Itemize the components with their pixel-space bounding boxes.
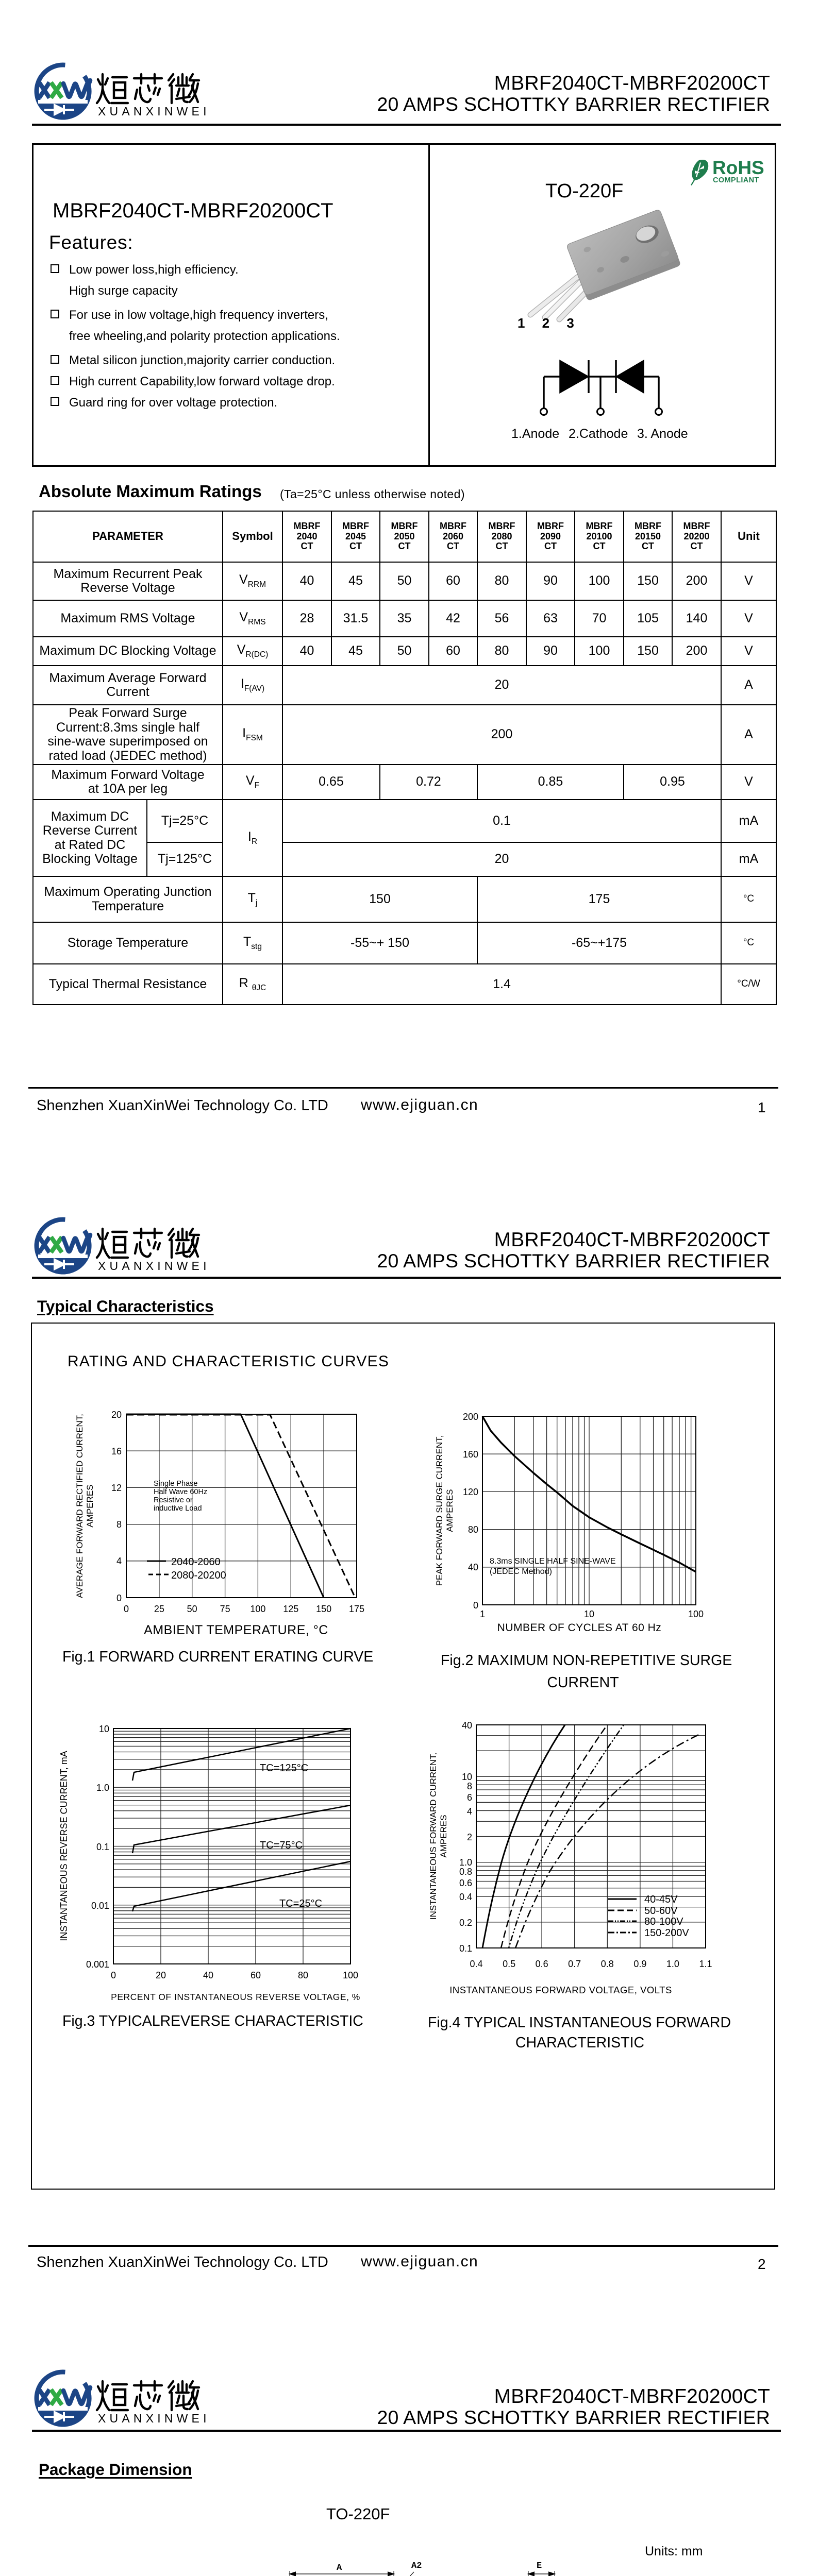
svg-text:0.6: 0.6 bbox=[459, 1878, 472, 1888]
svg-text:120: 120 bbox=[463, 1487, 478, 1497]
svg-text:80: 80 bbox=[298, 1970, 308, 1980]
svg-text:RoHS: RoHS bbox=[712, 157, 764, 178]
svg-text:40-45V: 40-45V bbox=[644, 1894, 678, 1905]
svg-text:16: 16 bbox=[111, 1446, 122, 1456]
svg-text:E: E bbox=[537, 2561, 542, 2571]
svg-text:PEAK FORWARD SURGE CURRENT,: PEAK FORWARD SURGE CURRENT, bbox=[435, 1435, 444, 1586]
svg-text:(JEDEC Method): (JEDEC Method) bbox=[490, 1567, 552, 1576]
svg-text:A2: A2 bbox=[411, 2561, 422, 2571]
svg-text:100: 100 bbox=[343, 1970, 358, 1980]
svg-text:0.2: 0.2 bbox=[459, 1918, 472, 1928]
svg-text:CURRENT: CURRENT bbox=[547, 1674, 619, 1691]
svg-text:20: 20 bbox=[111, 1410, 122, 1420]
svg-text:Half Wave 60Hz: Half Wave 60Hz bbox=[154, 1488, 207, 1496]
svg-text:40: 40 bbox=[203, 1970, 213, 1980]
svg-text:1.Anode: 1.Anode bbox=[511, 427, 559, 441]
svg-text:80-100V: 80-100V bbox=[644, 1916, 683, 1927]
svg-text:160: 160 bbox=[463, 1449, 478, 1460]
svg-text:60: 60 bbox=[251, 1970, 261, 1980]
svg-text:CHARACTERISTIC: CHARACTERISTIC bbox=[515, 2035, 644, 2051]
svg-text:0: 0 bbox=[111, 1970, 116, 1980]
svg-text:TC=125°C: TC=125°C bbox=[260, 1762, 308, 1774]
svg-text:0: 0 bbox=[116, 1593, 122, 1603]
svg-text:AMPERES: AMPERES bbox=[439, 1815, 448, 1857]
svg-text:0.8: 0.8 bbox=[601, 1959, 614, 1969]
svg-text:Resistive or: Resistive or bbox=[154, 1496, 193, 1504]
svg-text:0.7: 0.7 bbox=[568, 1959, 581, 1969]
svg-text:2: 2 bbox=[467, 1832, 472, 1842]
svg-text:75: 75 bbox=[220, 1604, 230, 1614]
svg-text:1.0: 1.0 bbox=[459, 1857, 472, 1868]
svg-text:INSTANTANEOUS REVERSE CURRENT,: INSTANTANEOUS REVERSE CURRENT, mA bbox=[59, 1751, 69, 1941]
svg-text:0: 0 bbox=[473, 1600, 478, 1611]
svg-text:100: 100 bbox=[688, 1609, 704, 1619]
svg-text:Fig.4 TYPICAL INSTANTANEOUS FO: Fig.4 TYPICAL INSTANTANEOUS FORWARD bbox=[428, 2014, 731, 2031]
svg-text:Fig.2 MAXIMUM NON-REPETITIVE S: Fig.2 MAXIMUM NON-REPETITIVE SURGE bbox=[441, 1652, 732, 1669]
svg-text:INSTANTANEOUS FORWARD VOLTAGE,: INSTANTANEOUS FORWARD VOLTAGE, VOLTS bbox=[449, 1985, 672, 1995]
svg-text:50-60V: 50-60V bbox=[644, 1905, 678, 1917]
svg-text:0.01: 0.01 bbox=[91, 1901, 109, 1911]
svg-text:200: 200 bbox=[463, 1412, 478, 1422]
svg-text:Single Phase: Single Phase bbox=[154, 1480, 197, 1488]
svg-text:1.1: 1.1 bbox=[699, 1959, 712, 1969]
svg-text:125: 125 bbox=[283, 1604, 298, 1614]
svg-text:Fig.1 FORWARD CURRENT ERATING: Fig.1 FORWARD CURRENT ERATING CURVE bbox=[62, 1649, 373, 1665]
svg-text:10: 10 bbox=[584, 1609, 594, 1619]
svg-text:AMPERES: AMPERES bbox=[85, 1484, 95, 1527]
svg-text:1: 1 bbox=[480, 1609, 485, 1619]
svg-text:XUANXINWEI: XUANXINWEI bbox=[98, 105, 210, 118]
svg-text:8.3ms SINGLE HALF SINE-WAVE: 8.3ms SINGLE HALF SINE-WAVE bbox=[490, 1557, 616, 1566]
svg-text:20: 20 bbox=[156, 1970, 166, 1980]
svg-text:0.1: 0.1 bbox=[459, 1943, 472, 1954]
svg-text:3. Anode: 3. Anode bbox=[637, 427, 688, 441]
svg-text:2.Cathode: 2.Cathode bbox=[569, 427, 628, 441]
svg-text:10: 10 bbox=[462, 1772, 472, 1782]
svg-text:40: 40 bbox=[468, 1562, 478, 1572]
svg-text:0.9: 0.9 bbox=[633, 1959, 646, 1969]
svg-text:0.5: 0.5 bbox=[503, 1959, 515, 1969]
svg-text:6: 6 bbox=[467, 1792, 472, 1803]
svg-text:50: 50 bbox=[187, 1604, 197, 1614]
svg-text:INSTANTANEOUS FORWARD CURRENT,: INSTANTANEOUS FORWARD CURRENT, bbox=[428, 1753, 438, 1920]
svg-text:12: 12 bbox=[111, 1483, 122, 1493]
svg-text:0.6: 0.6 bbox=[536, 1959, 548, 1969]
svg-text:1.0: 1.0 bbox=[666, 1959, 679, 1969]
svg-text:100: 100 bbox=[250, 1604, 265, 1614]
svg-text:Fig.3 TYPICALREVERSE CHARACTER: Fig.3 TYPICALREVERSE CHARACTERISTIC bbox=[62, 2013, 363, 2029]
svg-text:A: A bbox=[337, 2563, 342, 2573]
svg-text:XUANXINWEI: XUANXINWEI bbox=[98, 2412, 210, 2425]
svg-text:0.4: 0.4 bbox=[470, 1959, 482, 1969]
svg-text:8: 8 bbox=[116, 1519, 122, 1530]
svg-text:PERCENT OF INSTANTANEOUS REVER: PERCENT OF INSTANTANEOUS REVERSE VOLTAGE… bbox=[111, 1992, 360, 2002]
svg-text:TC=75°C: TC=75°C bbox=[260, 1840, 303, 1851]
svg-text:1.0: 1.0 bbox=[96, 1783, 109, 1793]
svg-text:4: 4 bbox=[467, 1806, 472, 1817]
svg-text:TC=25°C: TC=25°C bbox=[279, 1898, 322, 1909]
svg-text:2080-20200: 2080-20200 bbox=[171, 1570, 226, 1581]
svg-text:10: 10 bbox=[99, 1724, 109, 1734]
svg-text:0.4: 0.4 bbox=[459, 1892, 472, 1902]
svg-text:inductive Load: inductive Load bbox=[154, 1504, 202, 1513]
svg-text:4: 4 bbox=[116, 1556, 122, 1566]
svg-text:175: 175 bbox=[349, 1604, 364, 1614]
svg-text:NUMBER OF CYCLES AT 60 Hz: NUMBER OF CYCLES AT 60 Hz bbox=[497, 1622, 662, 1634]
svg-text:0.001: 0.001 bbox=[86, 1959, 109, 1970]
svg-text:0.8: 0.8 bbox=[459, 1867, 472, 1877]
svg-text:150: 150 bbox=[316, 1604, 331, 1614]
svg-text:150-200V: 150-200V bbox=[644, 1927, 689, 1939]
svg-text:25: 25 bbox=[154, 1604, 164, 1614]
svg-text:XUANXINWEI: XUANXINWEI bbox=[98, 1259, 210, 1273]
svg-text:0: 0 bbox=[124, 1604, 129, 1614]
svg-text:COMPLIANT: COMPLIANT bbox=[713, 176, 759, 184]
svg-text:0.1: 0.1 bbox=[96, 1842, 109, 1852]
svg-text:40: 40 bbox=[462, 1720, 472, 1731]
svg-text:AMBIENT TEMPERATURE, °C: AMBIENT TEMPERATURE, °C bbox=[144, 1623, 328, 1637]
svg-text:AMPERES: AMPERES bbox=[445, 1489, 455, 1532]
svg-text:AVERAGE FORWARD RECTIFIED CURR: AVERAGE FORWARD RECTIFIED CURRENT, bbox=[75, 1414, 85, 1598]
svg-text:8: 8 bbox=[467, 1781, 472, 1791]
svg-text:80: 80 bbox=[468, 1524, 478, 1535]
svg-text:2040-2060: 2040-2060 bbox=[171, 1556, 221, 1568]
